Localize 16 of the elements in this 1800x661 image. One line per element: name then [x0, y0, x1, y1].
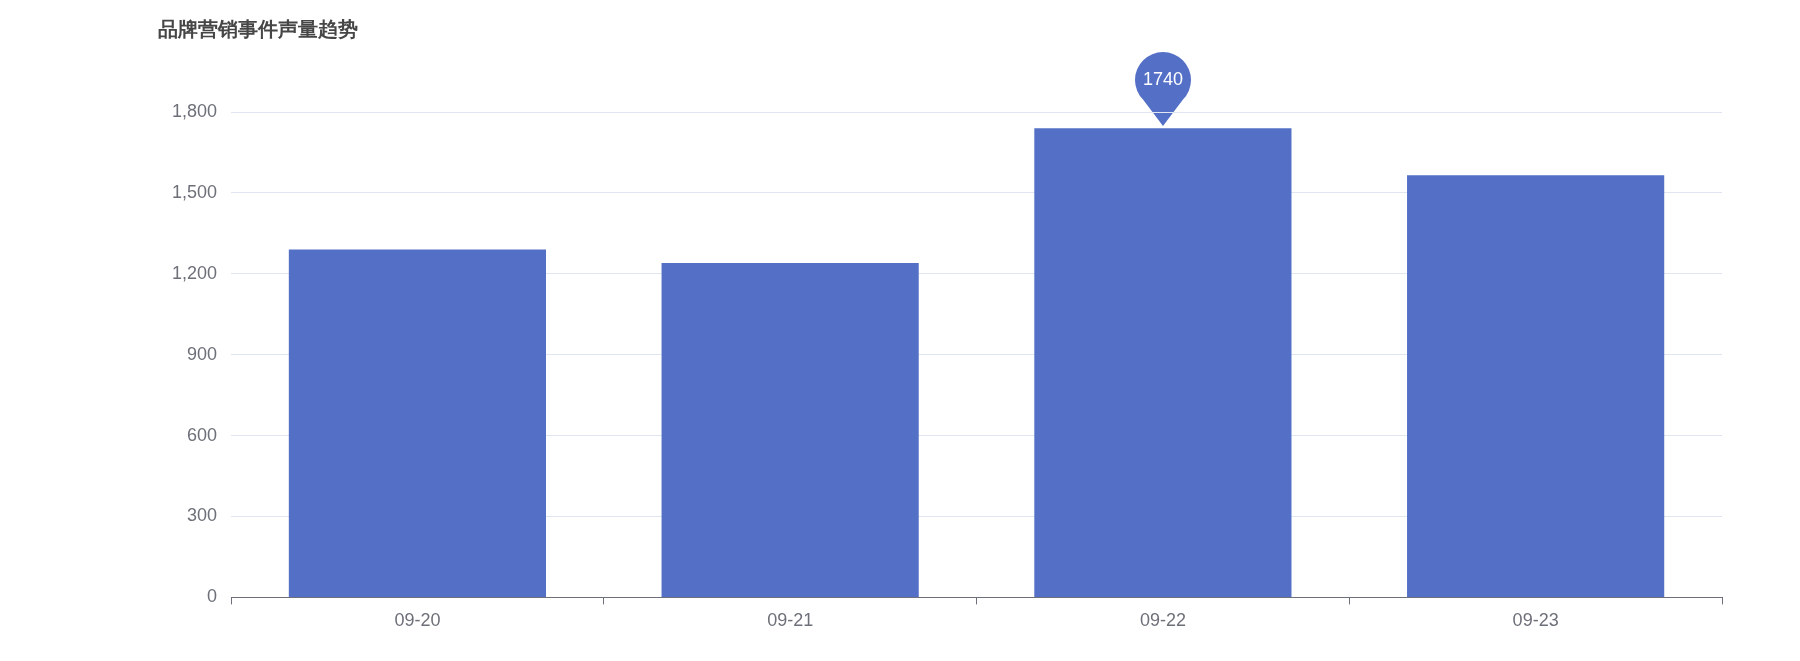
y-tick-label: 1,800 [172, 100, 218, 121]
x-tick-label: 09-20 [394, 610, 441, 631]
data-label: 1740 [1142, 69, 1183, 90]
x-tick-label: 09-23 [1512, 610, 1559, 631]
y-tick-label: 1,500 [172, 181, 218, 202]
y-tick-label: 1,200 [172, 262, 218, 283]
bar [661, 263, 919, 597]
chart-title: 品牌营销事件声量趋势 [158, 17, 358, 40]
x-tick-label: 09-22 [1139, 610, 1186, 631]
y-tick-label: 0 [207, 586, 218, 607]
y-tick-label: 600 [187, 424, 218, 445]
y-tick-label: 900 [187, 343, 218, 364]
y-tick-label: 300 [187, 505, 218, 526]
bar [1407, 175, 1665, 597]
x-tick-label: 09-21 [767, 610, 814, 631]
bar [288, 249, 547, 597]
